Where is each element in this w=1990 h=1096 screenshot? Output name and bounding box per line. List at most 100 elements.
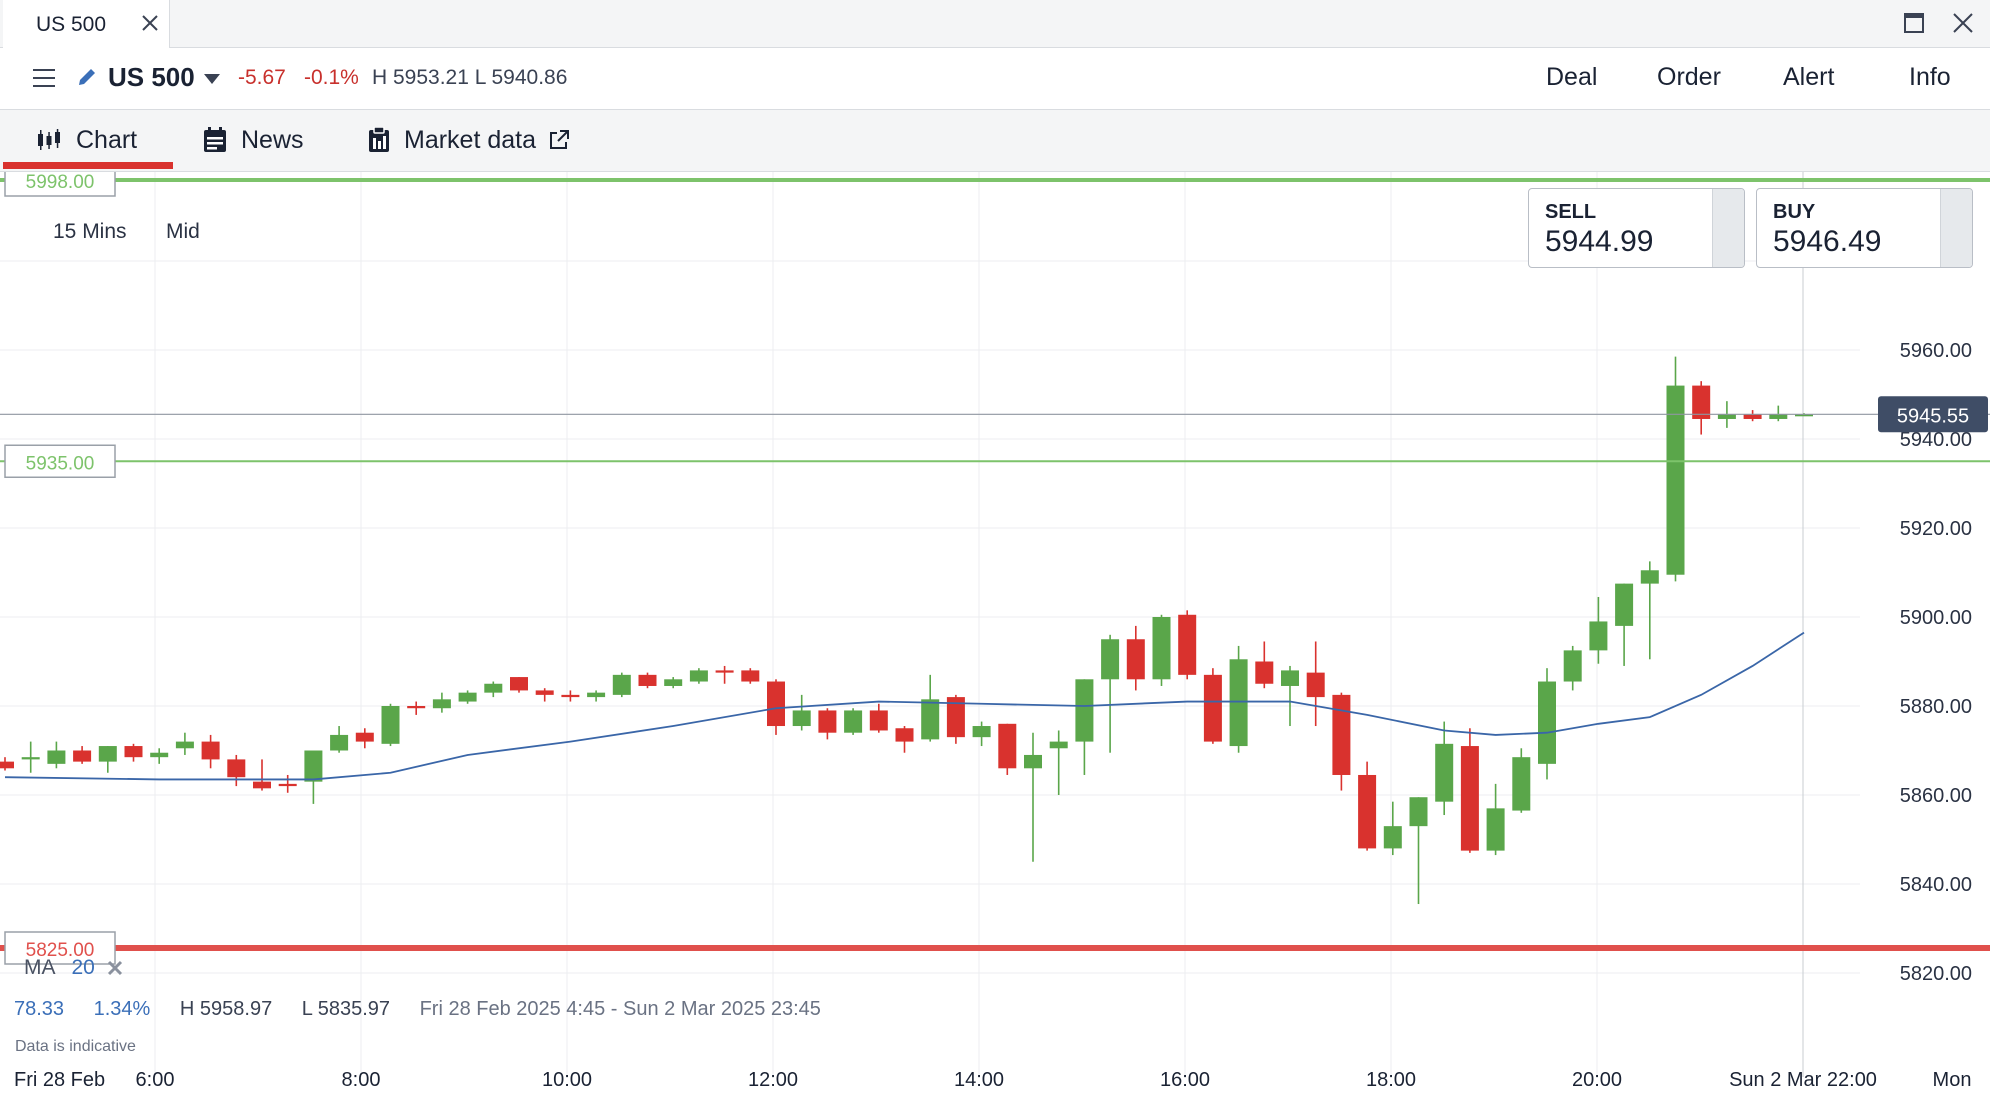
x-axis-tick-label: 10:00 xyxy=(542,1069,592,1091)
candle-body xyxy=(73,750,92,762)
price-change-percent: -0.1% xyxy=(304,66,359,89)
range-low: L 5835.97 xyxy=(301,998,390,1020)
candle-body xyxy=(1075,679,1094,742)
x-axis-tick-label: Fri 28 Feb xyxy=(14,1069,105,1091)
y-axis-tick-label: 5880.00 xyxy=(1900,696,1972,718)
current-price-label: 5945.55 xyxy=(1897,405,1969,427)
candle-body xyxy=(689,670,708,682)
candle-body xyxy=(458,692,477,702)
price-chart[interactable]: 5998.00 5935.00 5825.00 5960.00 5940.00 5920.… xyxy=(0,172,1990,1096)
y-axis-tick-label: 5940.00 xyxy=(1900,429,1972,451)
tab-news[interactable]: News xyxy=(203,122,304,158)
candle-body xyxy=(1640,570,1659,584)
candle-body xyxy=(535,690,554,695)
tab-news-label: News xyxy=(241,125,304,154)
x-axis-tick-label: 6:00 xyxy=(136,1069,175,1091)
candle-body xyxy=(1281,670,1299,686)
price-change-points: -5.67 xyxy=(238,66,286,89)
candle-body xyxy=(1152,617,1171,680)
candle-body xyxy=(227,759,246,778)
y-axis-tick-label: 5820.00 xyxy=(1900,963,1972,985)
range-change-percent: 1.34% xyxy=(93,998,151,1020)
sell-button[interactable]: SELL 5944.99 xyxy=(1528,188,1745,268)
candle-body xyxy=(1512,757,1531,811)
candle-body xyxy=(1383,826,1402,849)
candle-body xyxy=(946,697,965,738)
remove-indicator-icon[interactable] xyxy=(107,960,123,976)
tab-market-data-label: Market data xyxy=(404,125,537,154)
candle-body xyxy=(612,674,631,695)
x-axis-tick-label: 20:00 xyxy=(1572,1069,1622,1091)
info-button[interactable]: Info xyxy=(1909,63,1951,91)
candle-body xyxy=(1615,583,1634,626)
candle-body xyxy=(1692,385,1711,419)
candle-body xyxy=(124,746,143,758)
candle-body xyxy=(432,699,451,709)
calendar-icon xyxy=(204,127,226,152)
candle-body xyxy=(1666,385,1685,575)
deal-button[interactable]: Deal xyxy=(1546,63,1598,91)
candle-body xyxy=(818,710,837,733)
external-link-icon xyxy=(550,130,570,149)
clipboard-icon xyxy=(369,127,389,152)
data-disclaimer: Data is indicative xyxy=(15,1038,136,1055)
candle-body xyxy=(484,683,503,693)
candle-body xyxy=(1538,681,1556,764)
close-icon[interactable] xyxy=(139,12,161,34)
candle-body xyxy=(1255,661,1274,684)
tab-chart[interactable]: Chart xyxy=(36,122,137,158)
sell-price: 5944.99 xyxy=(1545,225,1654,258)
pencil-icon[interactable] xyxy=(76,66,98,88)
candle-body xyxy=(381,706,400,744)
candle-body xyxy=(844,710,863,733)
candle-body xyxy=(1178,614,1197,675)
candle-body xyxy=(638,674,657,686)
candle-body xyxy=(1203,674,1222,742)
range-high: H 5958.97 xyxy=(179,998,273,1020)
candle-body xyxy=(1229,659,1248,747)
caret-down-icon[interactable] xyxy=(204,74,220,84)
price-level-tag xyxy=(4,444,116,478)
candle-body xyxy=(921,699,940,740)
y-axis-tick-label: 5920.00 xyxy=(1900,518,1972,540)
hamburger-menu-icon[interactable] xyxy=(32,68,56,88)
candle-body xyxy=(1409,797,1428,827)
price-level-label: 5998.00 xyxy=(26,172,95,193)
maximize-icon[interactable] xyxy=(1903,12,1925,34)
tab-market-data[interactable]: Market data xyxy=(368,122,570,158)
tab-title: US 500 xyxy=(36,13,107,36)
current-price-tag xyxy=(1878,396,1988,433)
candle-body xyxy=(1101,639,1120,680)
candle-body xyxy=(1795,414,1813,417)
buy-button[interactable]: BUY 5946.49 xyxy=(1756,188,1973,268)
indicator-period[interactable]: 20 xyxy=(71,956,95,979)
tab-chart-label: Chart xyxy=(76,125,138,154)
candle-body xyxy=(304,750,323,782)
buy-price: 5946.49 xyxy=(1773,225,1882,258)
candle-body xyxy=(895,728,914,742)
candle-body xyxy=(1769,414,1788,419)
buy-label: BUY xyxy=(1773,201,1816,223)
candle-body xyxy=(21,757,40,760)
sell-button-strip xyxy=(1712,189,1744,267)
order-button[interactable]: Order xyxy=(1657,63,1721,91)
timeframe-selector[interactable]: 15 Mins xyxy=(53,220,127,243)
price-mode-selector[interactable]: Mid xyxy=(166,220,200,243)
window-close-icon[interactable] xyxy=(1951,11,1975,35)
price-level-tag xyxy=(4,931,116,965)
view-tabs: Chart News Market data xyxy=(0,110,1990,172)
chart-canvas[interactable]: 5998.00 5935.00 5825.00 5960.00 5940.00 5920.… xyxy=(0,172,1990,1096)
alert-button[interactable]: Alert xyxy=(1783,63,1835,91)
x-axis-tick-label: 16:00 xyxy=(1160,1069,1210,1091)
candle-body xyxy=(201,741,220,760)
candle-body xyxy=(767,681,785,727)
candle-body xyxy=(1589,621,1608,651)
candle-body xyxy=(664,679,683,686)
instrument-tab[interactable]: US 500 xyxy=(3,0,170,49)
indicator-legend: MA 20 xyxy=(24,956,123,980)
instrument-name[interactable]: US 500 xyxy=(108,62,195,92)
range-change: 78.33 xyxy=(14,998,65,1020)
chart-stats: 78.33 1.34% H 5958.97 L 5835.97 Fri 28 F… xyxy=(14,998,845,1021)
candle-body xyxy=(150,752,169,758)
candle-body xyxy=(1486,808,1505,851)
